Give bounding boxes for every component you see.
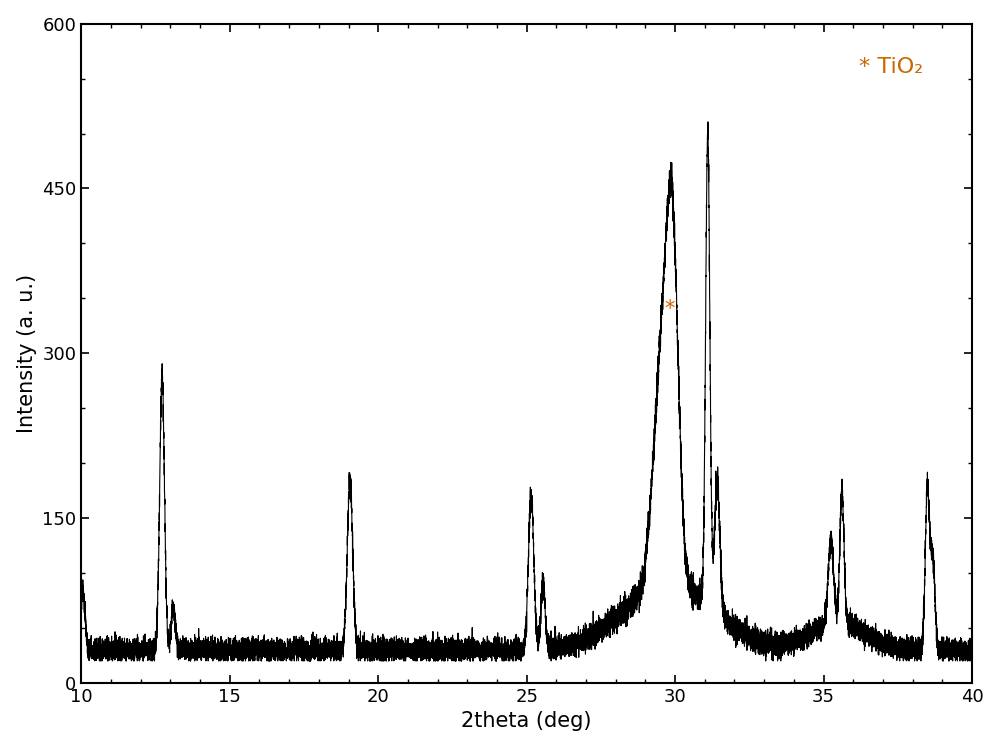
Y-axis label: Intensity (a. u.): Intensity (a. u.) [17, 274, 37, 433]
Text: * TiO₂: * TiO₂ [859, 57, 923, 76]
X-axis label: 2theta (deg): 2theta (deg) [461, 711, 592, 732]
Text: *: * [665, 299, 675, 319]
